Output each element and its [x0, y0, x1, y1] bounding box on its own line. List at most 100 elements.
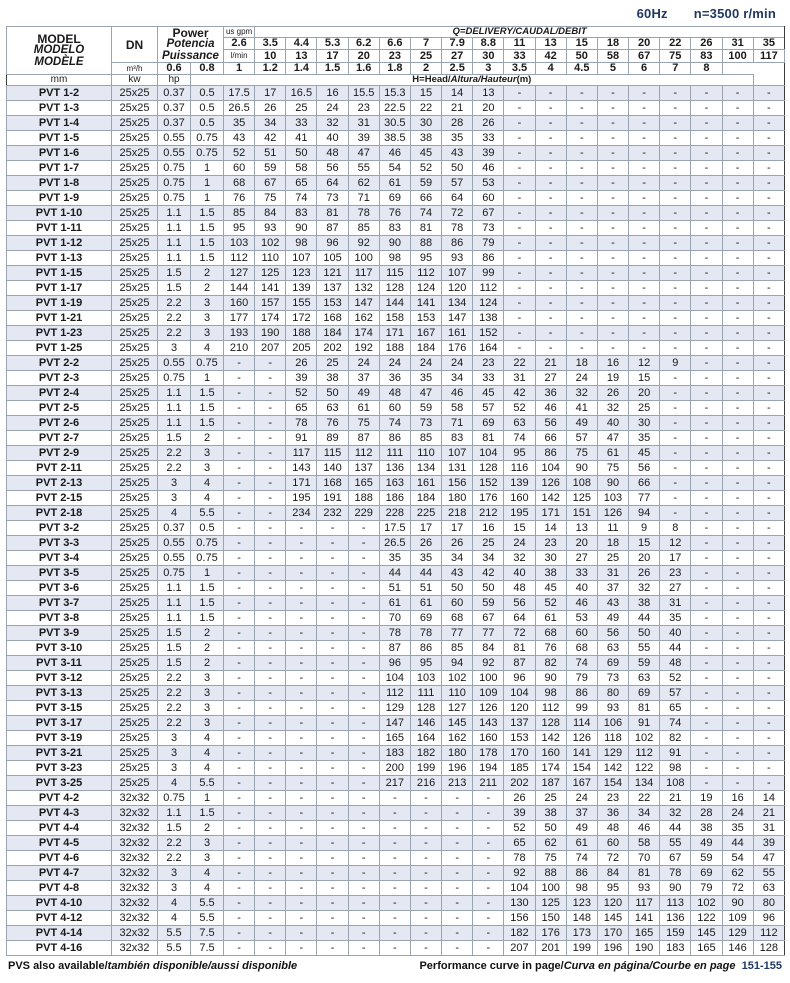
table-row[interactable]: PVT 2-4 25x25 1.1 1.5- -52 50 49 48 47 46 45 42 36 32…	[6, 385, 786, 401]
table-row[interactable]: PVT 2-5 25x25 1.1 1.5- -65 63 61 60 59 58 57 52 46 41…	[6, 400, 786, 416]
table-row[interactable]: PVT 3-2 25x25 0.37 0.5- - - - -17.5 17 17 16 15 14 13…	[6, 520, 786, 536]
table-row[interactable]: PVT 1-12 25x25 1.1 1.5 103 102 98 96 92 90 88 86 79-…	[6, 235, 786, 251]
cell-model: PVT 1-4	[6, 115, 112, 131]
table-row[interactable]: PVT 3-11 25x25 1.5 2- - - - -96 95 94 92 87 82 74 69 59…	[6, 655, 786, 671]
cell-head-2: -	[285, 925, 318, 941]
cell-head-14: 55	[659, 835, 692, 851]
cell-head-10: 174	[534, 760, 567, 776]
cell-model: PVT 2-13	[6, 475, 112, 491]
table-row[interactable]: PVT 1-5 25x25 0.55 0.75 43 42 41 40 39 38.5 38 35 33…	[6, 130, 786, 146]
table-row[interactable]: PVT 3-12 25x25 2.2 3- - - - -104 103 102 100 96 90 79…	[6, 670, 786, 686]
cell-head-3: 32	[316, 115, 349, 131]
table-row[interactable]: PVT 4-12 32x32 4 5.5- - - - - - - - -156 150 148 145 14…	[6, 910, 786, 926]
cell-head-8: 178	[472, 745, 505, 761]
table-row[interactable]: PVT 3-17 25x25 2.2 3- - - - -147 146 145 143 137 128…	[6, 715, 786, 731]
table-row[interactable]: PVT 3-8 25x25 1.1 1.5- - - - -70 69 68 67 64 61 53 49 4…	[6, 610, 786, 626]
cell-head-7: 93	[441, 250, 474, 266]
table-row[interactable]: PVT 1-7 25x25 0.75 1 60 59 58 56 55 54 52 50 46- - - - -…	[6, 160, 786, 176]
cell-head-1: -	[254, 910, 287, 926]
table-row[interactable]: PVT 3-7 25x25 1.1 1.5- - - - -61 61 60 59 56 52 46 43 3…	[6, 595, 786, 611]
table-row[interactable]: PVT 4-7 32x32 3 4- - - - - - - - -92 88 86 84 81 78 69 62 5…	[6, 865, 786, 881]
cell-head-7: 218	[441, 505, 474, 521]
cell-head-6: -	[409, 865, 443, 881]
cell-head-10: 50	[534, 820, 567, 836]
cell-head-16: -	[721, 370, 754, 386]
table-row[interactable]: PVT 2-9 25x25 2.2 3- -117 115 112 111 110 107 104 9…	[6, 445, 786, 461]
table-row[interactable]: PVT 1-11 25x25 1.1 1.5 95 93 90 87 85 83 81 78 73- - -…	[6, 220, 786, 236]
footer-page-range[interactable]: 151-155	[741, 960, 782, 972]
table-row[interactable]: PVT 4-4 32x32 1.5 2- - - - - - - - -52 50 49 48 46 44 38 3…	[6, 820, 786, 836]
cell-head-9: 170	[503, 745, 536, 761]
table-row[interactable]: PVT 2-6 25x25 1.1 1.5- -78 76 75 74 73 71 69 63 56 49…	[6, 415, 786, 431]
cell-model: PVT 1-12	[6, 235, 112, 251]
table-row[interactable]: PVT 3-6 25x25 1.1 1.5- - - - -51 51 50 50 48 45 40 37 3…	[6, 580, 786, 596]
table-row[interactable]: PVT 3-3 25x25 0.55 0.75- - - - -26.5 26 26 25 24 23 2…	[6, 535, 786, 551]
table-row[interactable]: PVT 4-8 32x32 3 4- - - - - - - - -104 100 98 95 93 90 79 7…	[6, 880, 786, 896]
table-row[interactable]: PVT 1-10 25x25 1.1 1.5 85 84 83 81 78 76 74 72 67- - -…	[6, 205, 786, 221]
table-row[interactable]: PVT 3-13 25x25 2.2 3- - - - -112 111 110 109 104 98 8…	[6, 685, 786, 701]
cell-head-8: 143	[472, 715, 505, 731]
cell-head-5: 217	[378, 775, 411, 791]
table-row[interactable]: PVT 1-19 25x25 2.2 3 160 157 155 153 147 144 141 13…	[6, 295, 786, 311]
table-row[interactable]: PVT 3-10 25x25 1.5 2- - - - -87 86 85 84 81 76 68 63 55…	[6, 640, 786, 656]
table-row[interactable]: PVT 3-15 25x25 2.2 3- - - - -129 128 127 126 120 112…	[6, 700, 786, 716]
table-row[interactable]: PVT 4-3 32x32 1.1 1.5- - - - - - - - -39 38 37 36 34 32 2…	[6, 805, 786, 821]
table-row[interactable]: PVT 1-8 25x25 0.75 1 68 67 65 64 62 61 59 57 53- - - - -…	[6, 175, 786, 191]
table-row[interactable]: PVT 4-5 32x32 2.2 3- - - - - - - - -65 62 61 60 58 55 49 4…	[6, 835, 786, 851]
cell-head-15: -	[690, 160, 723, 176]
table-row[interactable]: PVT 3-9 25x25 1.5 2- - - - -78 78 77 77 72 68 60 56 50 4…	[6, 625, 786, 641]
table-row[interactable]: PVT 2-13 25x25 3 4- -171 168 165 163 161 156 152 13…	[6, 475, 786, 491]
table-row[interactable]: PVT 1-21 25x25 2.2 3 177 174 172 168 162 158 153 14…	[6, 310, 786, 326]
table-row[interactable]: PVT 1-13 25x25 1.1 1.5 112 110 107 105 100 98 95 93…	[6, 250, 786, 266]
table-row[interactable]: PVT 1-2 25x25 0.37 0.5 17.5 17 16.5 16 15.5 15.3 1…	[6, 85, 786, 101]
cell-head-1: 157	[254, 295, 287, 311]
table-row[interactable]: PVT 2-7 25x25 1.5 2- -91 89 87 86 85 83 81 74 66 57 47…	[6, 430, 786, 446]
cell-power-kw: 0.75	[157, 160, 191, 176]
table-row[interactable]: PVT 3-25 25x25 4 5.5- - - - -217 216 213 211 202 187…	[6, 775, 786, 791]
cell-head-3: 25	[316, 355, 349, 371]
cell-dn: 32x32	[111, 925, 158, 941]
cell-head-7: 162	[441, 730, 474, 746]
cell-head-8: 176	[472, 490, 505, 506]
table-row[interactable]: PVT 3-23 25x25 3 4- - - - -200 199 196 194 185 174 15…	[6, 760, 786, 776]
table-row[interactable]: PVT 1-23 25x25 2.2 3 193 190 188 184 174 171 167 16…	[6, 325, 786, 341]
table-row[interactable]: PVT 2-11 25x25 2.2 3- -143 140 137 136 134 131 128…	[6, 460, 786, 476]
table-row[interactable]: PVT 4-6 32x32 2.2 3- - - - - - - - -78 75 74 72 70 67 59 5…	[6, 850, 786, 866]
table-row[interactable]: PVT 4-10 32x32 4 5.5- - - - - - - - -130 125 123 120 11…	[6, 895, 786, 911]
flow-m3h-11: 3.5	[503, 62, 536, 75]
cell-head-11: -	[565, 85, 598, 101]
table-row[interactable]: PVT 1-25 25x25 3 4 210 207 205 202 192 188 184 176 1…	[6, 340, 786, 356]
table-row[interactable]: PVT 3-21 25x25 3 4- - - - -183 182 180 178 170 160 14…	[6, 745, 786, 761]
table-row[interactable]: PVT 3-4 25x25 0.55 0.75- - - - -35 35 34 34 32 30 27 2…	[6, 550, 786, 566]
cell-head-13: 38	[628, 595, 661, 611]
table-row[interactable]: PVT 2-18 25x25 4 5.5- -234 232 229 228 225 218 212…	[6, 505, 786, 521]
table-row[interactable]: PVT 3-19 25x25 3 4- - - - -165 164 162 160 153 142 12…	[6, 730, 786, 746]
table-row[interactable]: PVT 1-17 25x25 1.5 2 144 141 139 137 132 128 124 12…	[6, 280, 786, 296]
cell-head-10: 56	[534, 415, 567, 431]
cell-head-4: 78	[347, 205, 380, 221]
table-row[interactable]: PVT 3-5 25x25 0.75 1- - - - -44 44 43 42 40 38 33 31 26…	[6, 565, 786, 581]
cell-head-10: -	[534, 250, 567, 266]
table-row[interactable]: PVT 4-16 32x32 5.5 7.5- - - - - - - - -207 201 199 196…	[6, 940, 786, 956]
cell-head-4: 87	[347, 430, 380, 446]
cell-head-9: 72	[503, 625, 536, 641]
cell-head-9: -	[503, 145, 536, 161]
cell-head-9: 92	[503, 865, 536, 881]
table-row[interactable]: PVT 1-6 25x25 0.55 0.75 52 51 50 48 47 46 45 43 39- -…	[6, 145, 786, 161]
cell-head-12: 18	[596, 535, 630, 551]
table-row[interactable]: PVT 4-2 32x32 0.75 1- - - - - - - - -26 25 24 23 22 21 19…	[6, 790, 786, 806]
cell-head-6: 26	[409, 535, 443, 551]
table-row[interactable]: PVT 2-2 25x25 0.55 0.75- -26 25 24 24 24 24 23 22 21…	[6, 355, 786, 371]
table-row[interactable]: PVT 2-3 25x25 0.75 1- -39 38 37 36 35 34 33 31 27 24 1…	[6, 370, 786, 386]
cell-head-17: -	[752, 115, 786, 131]
cell-head-16: 62	[721, 865, 754, 881]
table-row[interactable]: PVT 4-14 32x32 5.5 7.5- - - - - - - - -182 176 173 170…	[6, 925, 786, 941]
table-row[interactable]: PVT 1-4 25x25 0.37 0.5 35 34 33 32 31 30.5 30 28 26-…	[6, 115, 786, 131]
table-row[interactable]: PVT 1-15 25x25 1.5 2 127 125 123 121 117 115 112 10…	[6, 265, 786, 281]
table-row[interactable]: PVT 1-3 25x25 0.37 0.5 26.5 26 25 24 23 22.5 22 21 2…	[6, 100, 786, 116]
cell-head-7: -	[441, 865, 474, 881]
cell-head-12: 69	[596, 655, 630, 671]
table-row[interactable]: PVT 2-15 25x25 3 4- -195 191 188 186 184 180 176 16…	[6, 490, 786, 506]
table-row[interactable]: PVT 1-9 25x25 0.75 1 76 75 74 73 71 69 66 64 60- - - - -…	[6, 190, 786, 206]
cell-head-7: 58	[441, 400, 474, 416]
